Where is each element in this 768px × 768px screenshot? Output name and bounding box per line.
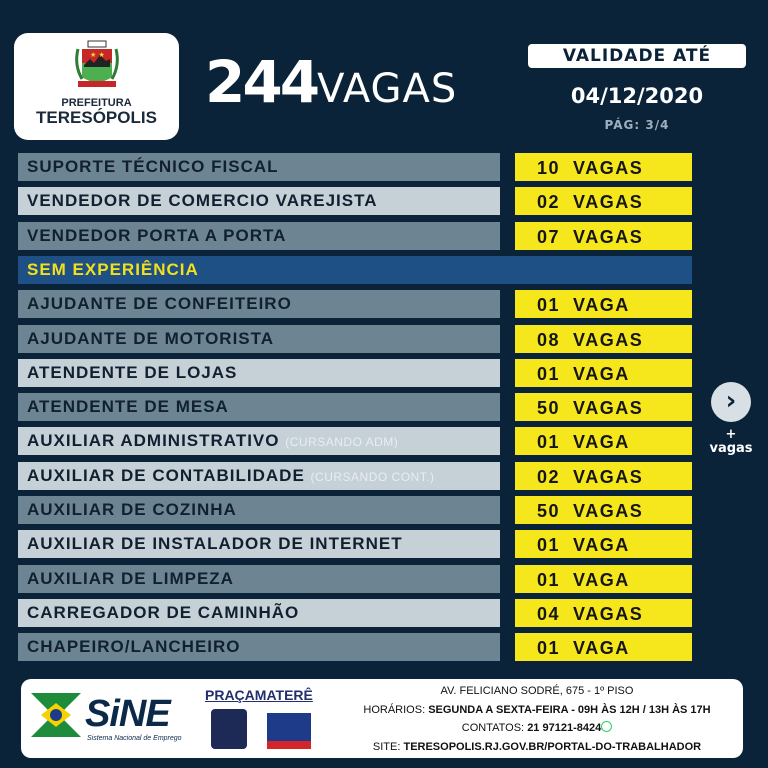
job-quantity: 50 VAGAS (515, 393, 692, 422)
job-title-text: AUXILIAR DE COZINHA (27, 500, 237, 519)
job-quantity: 01 VAGA (515, 530, 692, 559)
teresopolis-secretaria-logo (267, 713, 311, 749)
job-quantity: 08 VAGAS (515, 324, 692, 353)
job-title: AUXILIAR DE LIMPEZA (18, 564, 500, 593)
logo-line2: TERESÓPOLIS (36, 108, 157, 127)
page-indicator: PÁG: 3/4 (604, 118, 670, 132)
sine-subtitle: Sistema Nacional de Emprego (87, 735, 182, 742)
job-quantity: 01 VAGA (515, 564, 692, 593)
job-title-text: ATENDENTE DE MESA (27, 397, 229, 417)
job-title-text: SUPORTE TÉCNICO FISCAL (27, 157, 279, 176)
job-title-text: ATENDENTE DE LOJAS (27, 362, 238, 382)
job-quantity: 04 VAGAS (515, 598, 692, 627)
whatsapp-icon (601, 721, 613, 732)
job-title-text: AUXILIAR ADMINISTRATIVO (27, 431, 280, 451)
address: AV. FELICIANO SODRÉ, 675 - 1º PISO (440, 685, 634, 697)
job-title: AUXILIAR DE INSTALADOR DE INTERNET (18, 530, 500, 559)
next-page-button[interactable]: › (711, 382, 751, 422)
brazil-flag-icon (31, 693, 81, 737)
site-label: SITE: (372, 740, 401, 753)
hours-label: HORÁRIOS: (363, 703, 426, 716)
job-title: AJUDANTE DE MOTORISTA (18, 324, 500, 353)
job-title: SUPORTE TÉCNICO FISCAL (18, 153, 500, 181)
job-title: CHAPEIRO/LANCHEIRO (18, 633, 500, 662)
job-title: ATENDENTE DE LOJAS (18, 358, 500, 387)
job-quantity: 02 VAGAS (515, 461, 692, 490)
chevron-right-icon: › (725, 386, 737, 416)
site-link[interactable]: TERESOPOLIS.RJ.GOV.BR/PORTAL-DO-TRABALHA… (403, 740, 702, 753)
job-note: (CURSANDO ADM) (285, 435, 399, 450)
job-title-text: AUXILIAR DE LIMPEZA (27, 568, 234, 588)
plus-sign: + (725, 427, 737, 442)
job-title-text: AJUDANTE DE CONFEITEIRO (27, 294, 292, 314)
job-quantity: 02 VAGAS (515, 187, 692, 216)
job-title: AUXILIAR ADMINISTRATIVO (CURSANDO ADM) (18, 427, 500, 456)
job-title: VENDEDOR PORTA A PORTA (18, 221, 500, 250)
job-title: ATENDENTE DE MESA (18, 393, 500, 422)
prefeitura-logo: ★ ★ PREFEITURA TERESÓPOLIS (14, 33, 179, 140)
contacts-phone[interactable]: 21 97121-8424 (527, 722, 602, 734)
job-title-text: VENDEDOR DE COMERCIO VAREJISTA (27, 191, 378, 211)
vacancy-count-label: VAGAS (317, 66, 458, 112)
job-title-text: AJUDANTE DE MOTORISTA (27, 328, 275, 348)
job-title: AUXILIAR DE COZINHA (18, 496, 500, 524)
svg-text:★ ★: ★ ★ (90, 51, 105, 59)
job-title: AUXILIAR DE CONTABILIDADE (CURSANDO CONT… (18, 461, 500, 490)
job-title-text: AUXILIAR DE CONTABILIDADE (27, 465, 305, 485)
sine-logo: SiNE Sistema Nacional de Emprego (31, 693, 182, 742)
job-title: VENDEDOR DE COMERCIO VAREJISTA (18, 187, 500, 216)
footer: SiNE Sistema Nacional de Emprego PRAÇAMA… (21, 679, 743, 758)
validity-date: 04/12/2020 (570, 84, 704, 108)
vacancy-count: 244 (205, 48, 320, 116)
job-quantity: 01 VAGA (515, 358, 692, 387)
validity-label: VALIDADE ATÉ (528, 44, 746, 68)
job-title-text: CARREGADOR DE CAMINHÃO (27, 602, 300, 622)
app-icon (211, 709, 247, 749)
vacancy-total: 244VAGAS (205, 48, 457, 116)
job-quantity: 01 VAGA (515, 633, 692, 662)
contact-info: AV. FELICIANO SODRÉ, 675 - 1º PISO HORÁR… (331, 682, 743, 756)
hours: SEGUNDA A SEXTA-FEIRA - 09H ÀS 12H / 13H… (428, 703, 711, 716)
more-vacancies-text: vagas (709, 441, 753, 456)
job-title-text: AUXILIAR DE INSTALADOR DE INTERNET (27, 534, 403, 554)
job-quantity: 01 VAGA (515, 290, 692, 319)
logo-line1: PREFEITURA (61, 97, 132, 109)
job-quantity: 07 VAGAS (515, 221, 692, 250)
job-quantity: 10 VAGAS (515, 153, 692, 181)
job-quantity: 50 VAGAS (515, 496, 692, 524)
job-title-text: CHAPEIRO/LANCHEIRO (27, 637, 241, 657)
coat-of-arms-icon: ★ ★ (74, 40, 119, 87)
sine-title: SiNE (85, 693, 171, 735)
job-title: CARREGADOR DE CAMINHÃO (18, 598, 500, 627)
more-vacancies-label[interactable]: + vagas (700, 428, 762, 456)
job-title: AJUDANTE DE CONFEITEIRO (18, 290, 500, 319)
job-quantity: 01 VAGA (515, 427, 692, 456)
job-note: (CURSANDO CONT.) (310, 469, 435, 484)
section-header: SEM EXPERIÊNCIA (18, 255, 692, 284)
contacts-label: CONTATOS: (461, 722, 525, 734)
praca-materê-logo: PRAÇAMATERÊ (205, 687, 313, 703)
job-title-text: VENDEDOR PORTA A PORTA (27, 225, 287, 245)
